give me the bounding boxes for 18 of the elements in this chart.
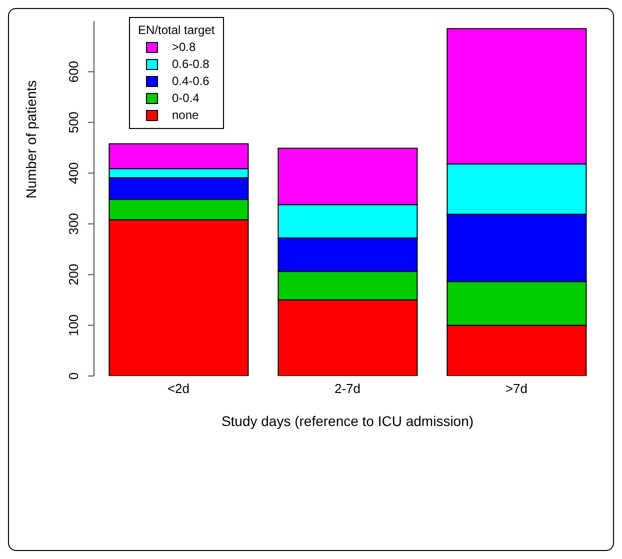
y-tick-label: 500 xyxy=(66,112,81,134)
y-tick-label: 100 xyxy=(66,314,81,336)
y-tick-label: 400 xyxy=(66,162,81,184)
x-tick-label: 2-7d xyxy=(334,381,361,396)
y-tick-label: 200 xyxy=(66,264,81,286)
y-tick-label: 300 xyxy=(66,213,81,235)
legend-label: 0.4-0.6 xyxy=(172,73,210,90)
legend-label: 0.6-0.8 xyxy=(172,56,210,73)
legend-label: 0-0.4 xyxy=(172,90,200,107)
y-axis-title: Number of patients xyxy=(22,80,39,198)
legend-label: none xyxy=(172,107,199,124)
x-tick-label: >7d xyxy=(505,381,528,396)
legend-title: EN/total target xyxy=(138,22,215,39)
x-axis-title: Study days (reference to ICU admission) xyxy=(221,413,474,429)
y-tick-label: 600 xyxy=(66,60,81,83)
x-tick-label: <2d xyxy=(167,381,190,396)
y-tick-label: 0 xyxy=(66,372,81,380)
legend-label: >0.8 xyxy=(172,39,196,56)
